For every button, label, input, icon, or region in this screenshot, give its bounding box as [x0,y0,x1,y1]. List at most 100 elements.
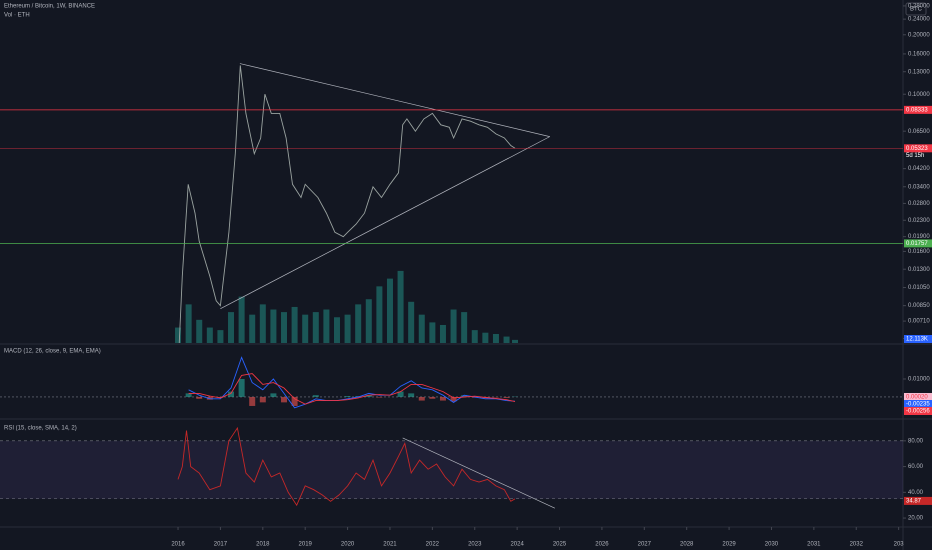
histogram-bar [291,396,298,406]
x-tick-label: 2027 [638,542,652,548]
y-tick-label: 0.01000 [908,377,930,383]
countdown: 5d 15h [906,153,924,159]
y-tick-label: 60.00 [908,464,924,470]
x-tick-label: 2021 [383,542,397,548]
currency-label[interactable]: BTC [910,7,923,13]
y-tick-label: 0.10000 [908,92,930,98]
y-tick-label: 0.00710 [908,319,930,325]
volume-bar [450,309,457,343]
trendline [220,136,550,310]
x-tick-label: 2029 [722,542,736,548]
y-tick-label: 0.06500 [908,129,930,135]
volume-bar [482,332,489,343]
volume-bar [312,312,319,343]
histogram-bar [238,378,245,397]
volume-bar [323,309,330,343]
price-tag [904,144,932,153]
x-tick-label: 2026 [595,542,609,548]
volume-bar [228,312,235,343]
histogram-bar [344,396,351,397]
volume-bar [344,314,351,343]
x-tick-label: 2022 [426,542,440,548]
volume-bar [302,314,309,343]
volume-bar [217,330,224,343]
price-tag [904,393,932,401]
x-tick-label: 2016 [171,542,185,548]
price-tag-label: -0.00235 [906,402,930,408]
volume-bar [238,296,245,343]
y-tick-label: 0.01600 [908,249,930,255]
currency-button[interactable] [905,2,927,16]
price-tag [904,105,932,114]
macd-line [188,373,516,405]
volume-bar [206,327,213,343]
volume-bar [281,312,288,343]
volume-bar [429,322,436,343]
price-tag-label: -0.00256 [906,409,930,415]
volume-bar [259,304,266,343]
y-tick-label: 40.00 [908,490,924,496]
price-tag-label: 34.87 [906,498,922,504]
volume-bar [196,319,203,343]
symbol-title: Ethereum / Bitcoin, 1W, BINANCE [4,4,95,10]
x-tick-label: 2032 [850,542,864,548]
histogram-bar [503,396,510,398]
pane-rsi [0,426,903,509]
rsi-title: RSI (15, close, SMA, 14, 2) [4,426,77,432]
histogram-bar [249,396,256,406]
volume-bar [355,304,362,343]
histogram-bar [376,396,383,398]
price-tag-label: 0.08333 [906,107,928,113]
price-tag-label: 12.113K [906,337,928,343]
y-tick-label: 0.04200 [908,166,930,172]
volume-bar [503,336,510,343]
y-tick-label: 0.24000 [908,17,930,23]
y-tick-label: 0.03400 [908,184,930,190]
y-tick-label: 0.01050 [908,285,930,291]
x-tick-label: 2031 [807,542,821,548]
histogram-bar [270,393,277,397]
x-tick-label: 2028 [680,542,694,548]
x-tick-label: 203 [894,542,905,548]
histogram-bar [397,391,404,397]
volume-bar [386,278,393,343]
histogram-bar [429,396,436,399]
volume-legend: Vol · ETH [4,13,30,19]
rsi-line [177,426,516,507]
histogram-bar [439,396,446,401]
y-tick-label: 0.20000 [908,32,930,38]
histogram-bar [408,393,415,397]
histogram-bar [281,396,288,403]
y-tick-label: 80.00 [908,438,924,444]
x-tick-label: 2019 [299,542,313,548]
volume-bar [397,270,404,343]
macd-line [188,356,516,409]
price-tag [904,496,932,505]
y-tick-label: 0.02300 [908,218,930,224]
price-tag [904,239,932,248]
y-tick-label: 0.16000 [908,51,930,57]
price-tag-label: 0.00020 [906,395,928,401]
histogram-bar [355,396,362,397]
histogram-bar [461,395,468,397]
x-tick-label: 2018 [256,542,270,548]
y-tick-label: 20.00 [908,516,924,522]
histogram-bar [312,395,319,397]
y-tick-label: 0.01300 [908,267,930,273]
histogram-bar [185,393,192,397]
macd-title: MACD (12, 26, close, 9, EMA, EMA) [4,349,101,355]
rsi-band [0,440,903,499]
volume-bar [492,333,499,343]
y-tick-label: 0.02800 [908,201,930,207]
volume-bar [461,312,468,343]
price-tag [904,400,932,408]
x-tick-label: 2020 [341,542,355,548]
price-tag-label: 0.05323 [906,146,928,152]
volume-bar [471,330,478,343]
volume-bar [333,317,340,343]
histogram-bar [418,396,425,401]
price-tag [904,335,932,343]
